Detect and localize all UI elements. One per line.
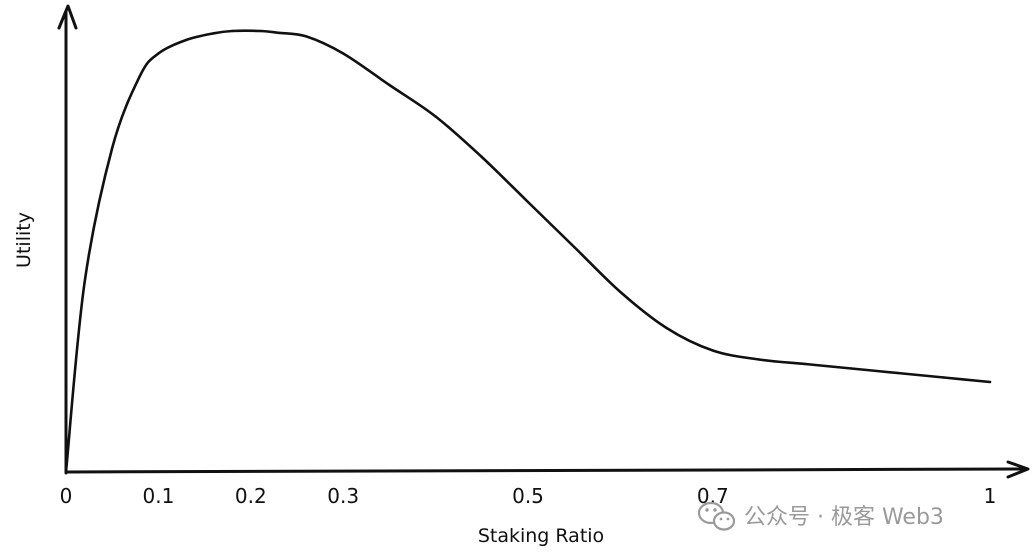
x-tick-label: 0.5 (512, 484, 544, 508)
data-point (184, 38, 188, 42)
y-axis-title: Utility (13, 212, 35, 268)
series-line-0 (64, 29, 992, 474)
data-point (896, 371, 899, 375)
x-tick-label: 0.2 (235, 484, 267, 508)
data-point (157, 52, 160, 55)
data-point (942, 376, 945, 379)
data-point (434, 115, 437, 118)
data-point (757, 358, 761, 361)
x-tick-labels: 0 0.1 0.2 0.3 0.5 0.7 1 (60, 484, 997, 508)
x-tick-label: 1 (984, 484, 997, 508)
wechat-icon (697, 501, 736, 531)
data-point (64, 470, 68, 474)
series-group (64, 29, 992, 474)
axes (57, 4, 1030, 479)
data-point (83, 281, 86, 285)
data-point (619, 290, 622, 294)
watermark: 公众号 · 极客 Web3 (697, 501, 944, 531)
x-axis-title: Staking Ratio (478, 525, 604, 547)
data-point (665, 326, 668, 330)
data-point (388, 83, 391, 87)
y-axis-arrow (57, 4, 78, 30)
data-point (111, 146, 114, 150)
data-point (850, 367, 853, 370)
data-point (988, 380, 992, 384)
data-point (480, 155, 483, 159)
data-point (526, 200, 530, 204)
x-tick-label: 0 (60, 484, 73, 508)
data-point (804, 362, 807, 366)
data-point (212, 32, 215, 35)
x-axis-line (64, 467, 1026, 474)
x-tick-label: 0.7 (697, 484, 729, 508)
data-point (258, 29, 262, 33)
watermark-text: 公众号 · 极客 Web3 (744, 505, 944, 530)
data-point (277, 31, 280, 34)
data-point (711, 349, 714, 352)
data-point (573, 245, 576, 249)
data-point (342, 52, 345, 55)
data-point (231, 29, 234, 33)
x-tick-label: 0.1 (142, 484, 174, 508)
x-tick-label: 0.3 (327, 484, 359, 508)
x-axis-arrow (1006, 460, 1030, 479)
data-point (138, 74, 142, 78)
data-point (305, 35, 308, 38)
